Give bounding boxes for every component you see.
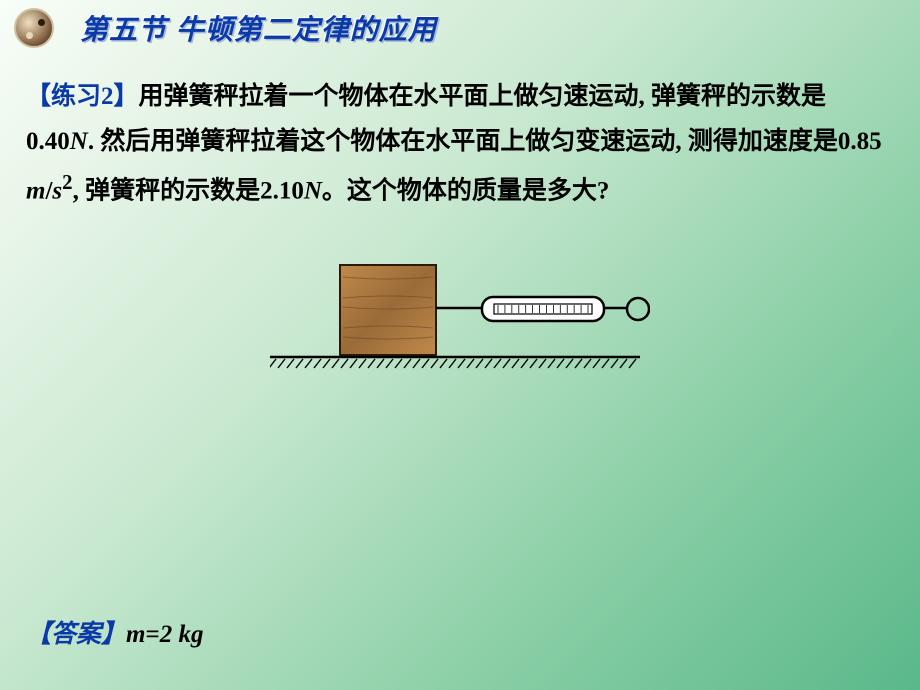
answer-var: m bbox=[126, 621, 145, 648]
slide-header: 第五节 牛顿第二定律的应用 bbox=[0, 0, 920, 62]
exercise-label: 【练习2】 bbox=[26, 83, 139, 110]
body-4: 。这个物体的质量是多大? bbox=[322, 177, 610, 204]
logo-icon bbox=[14, 8, 54, 48]
answer-eq: = bbox=[145, 621, 159, 648]
diagram-svg bbox=[270, 253, 650, 373]
body-3: , 弹簧秤的示数是 bbox=[73, 177, 261, 204]
section-title: 第五节 牛顿第二定律的应用 bbox=[80, 8, 437, 48]
unit-N2: N bbox=[304, 177, 322, 204]
unit-N1: N bbox=[70, 128, 88, 155]
num-0.85: 0.85 bbox=[838, 128, 882, 155]
num-2.10: 2.10 bbox=[260, 177, 304, 204]
body-2: . 然后用弹簧秤拉着这个物体在水平面上做匀变速运动, 测得加速度是 bbox=[88, 128, 838, 155]
body-1: 用弹簧秤拉着一个物体在水平面上做匀速运动, 弹簧秤的示数是 bbox=[139, 83, 827, 110]
unit-s: s bbox=[52, 177, 62, 204]
physics-diagram bbox=[0, 253, 920, 373]
num-0.40: 0.40 bbox=[26, 128, 70, 155]
exercise-text: 【练习2】用弹簧秤拉着一个物体在水平面上做匀速运动, 弹簧秤的示数是0.40N.… bbox=[0, 62, 920, 213]
answer-row: 【答案】m=2 kg bbox=[26, 614, 203, 650]
unit-m: m bbox=[26, 177, 45, 204]
unit-sq: 2 bbox=[62, 170, 72, 194]
answer-label: 【答案】 bbox=[26, 621, 126, 648]
answer-value: 2 kg bbox=[160, 621, 204, 648]
